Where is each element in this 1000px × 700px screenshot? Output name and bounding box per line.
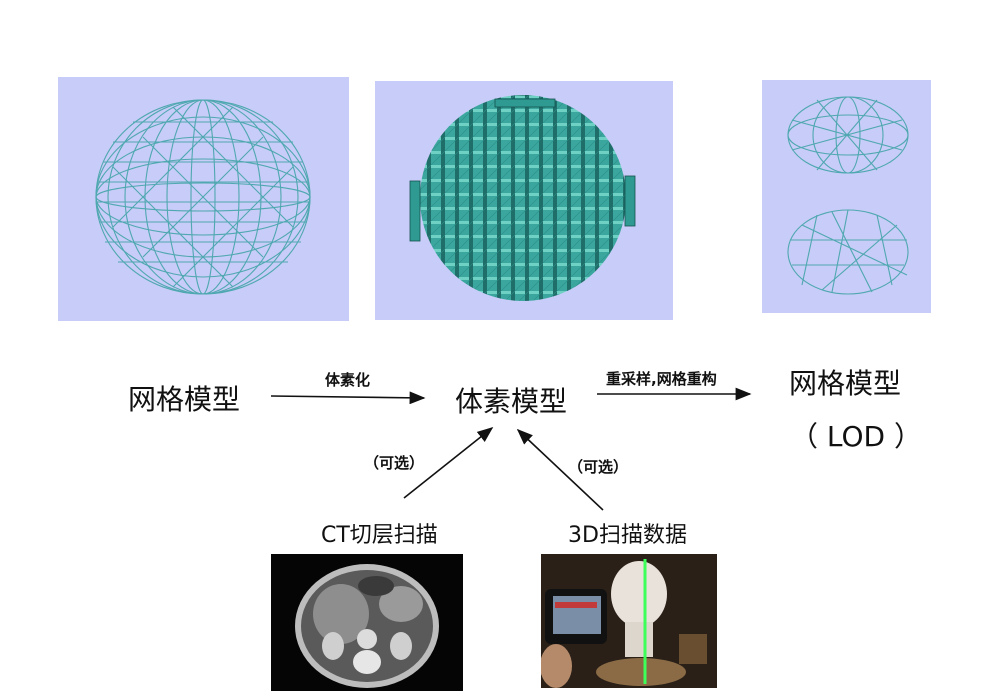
3d-scan-photo — [541, 554, 717, 688]
lod-mesh-panel — [762, 80, 931, 313]
voxel-model-label: 体素模型 — [455, 385, 568, 418]
optional-right-label: （可选） — [568, 458, 629, 476]
voxel-sphere-icon — [409, 95, 636, 301]
wireframe-sphere-panel — [58, 77, 349, 321]
voxelize-arrow — [270, 391, 426, 405]
mesh-lod-subtitle: （ LOD ） — [790, 420, 923, 453]
mesh-model-label: 网格模型 — [128, 383, 241, 416]
scan-3d-label: 3D扫描数据 — [568, 523, 687, 548]
mesh-lod-title: 网格模型 — [789, 367, 902, 400]
voxel-sphere-panel — [375, 81, 673, 320]
ct-slice-image — [271, 554, 463, 691]
lod-mesh-icon — [787, 96, 909, 295]
ct-scan-label: CT切层扫描 — [321, 523, 438, 548]
optional-left-label: （可选） — [364, 454, 425, 472]
wireframe-sphere-icon — [95, 99, 311, 295]
resample-edge-label: 重采样,网格重构 — [606, 370, 717, 388]
voxelize-edge-label: 体素化 — [325, 371, 371, 389]
